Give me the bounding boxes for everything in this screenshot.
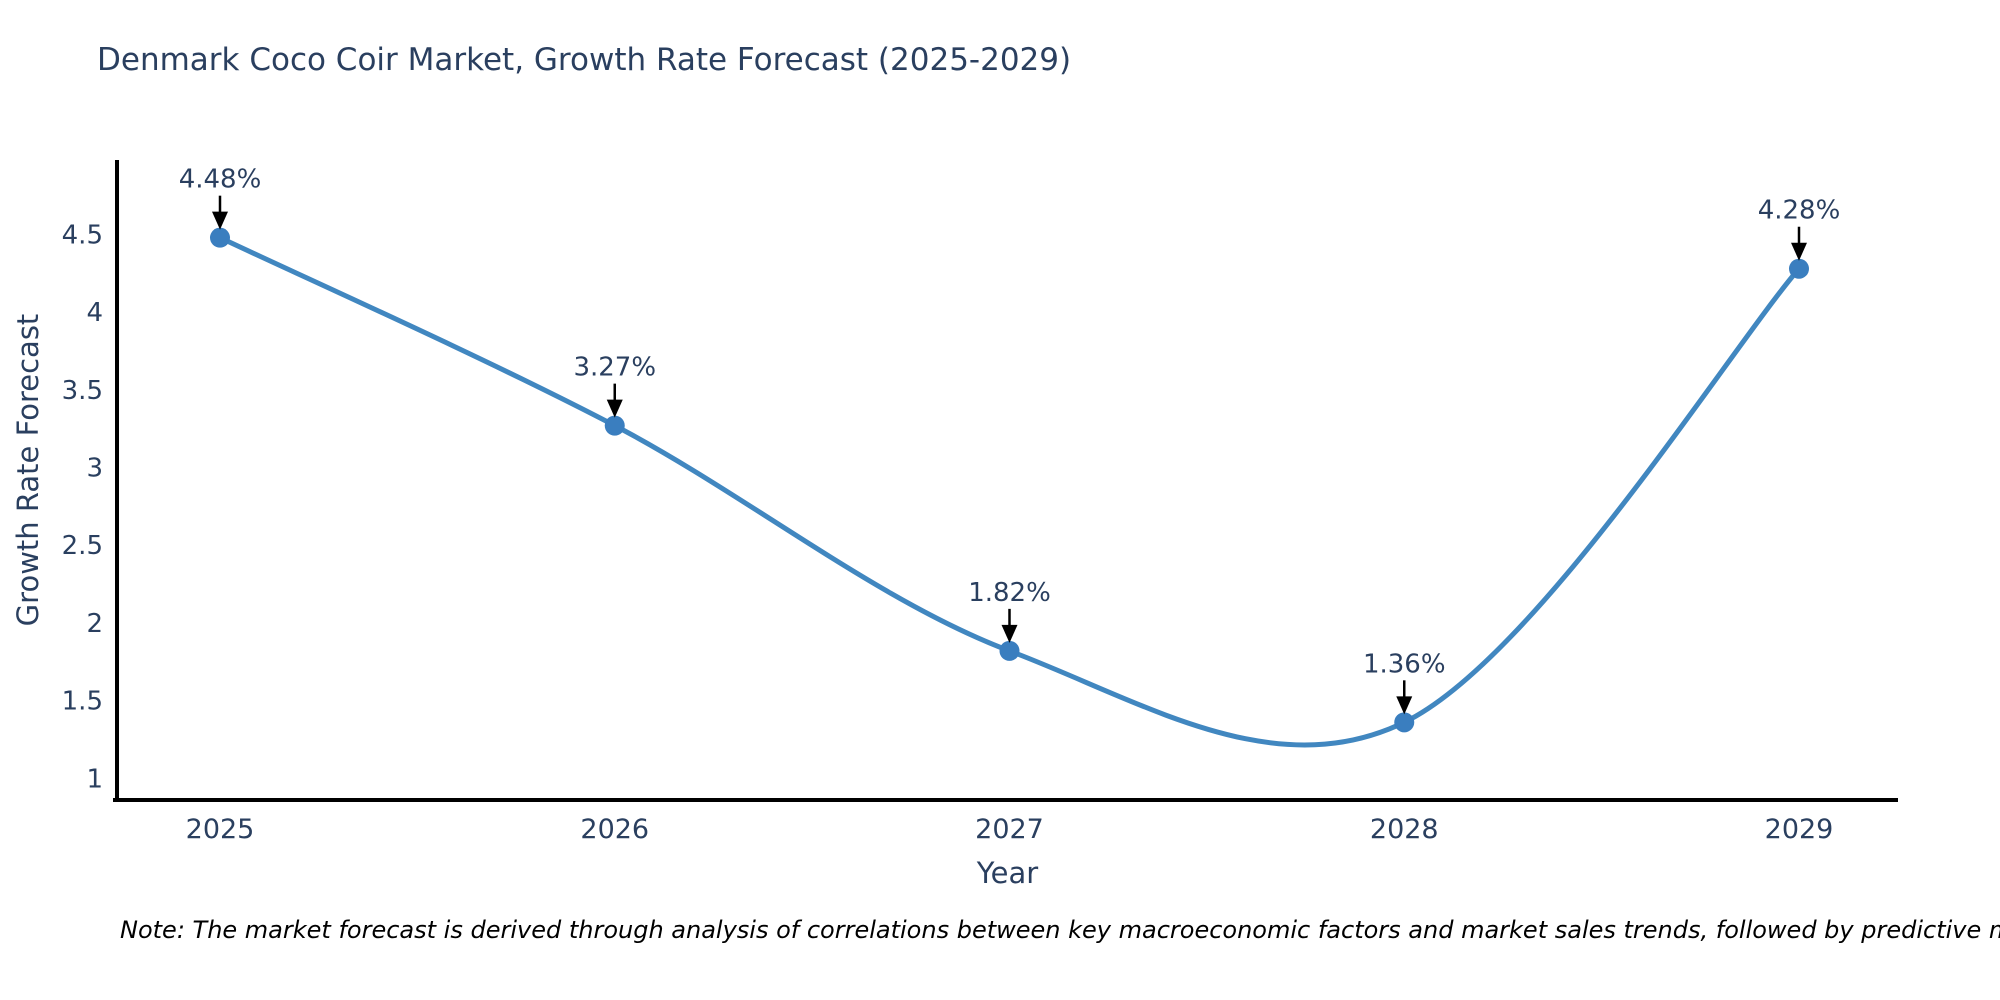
data-point-2026 <box>604 415 625 436</box>
y-tick-label: 1 <box>86 764 103 794</box>
x-tick-label: 2026 <box>580 814 649 845</box>
y-tick-label: 3.5 <box>62 376 103 406</box>
y-tick-label: 1.5 <box>62 687 103 717</box>
annotation-label: 1.82% <box>968 578 1051 608</box>
x-tick-label: 2029 <box>1765 814 1834 845</box>
data-point-2025 <box>210 227 230 248</box>
annotation-arrowhead <box>606 399 623 418</box>
footnote: Note: The market forecast is derived thr… <box>120 916 2000 944</box>
annotation-label: 3.27% <box>573 353 656 383</box>
y-tick-label: 4 <box>86 298 103 328</box>
data-point-2028 <box>1394 712 1415 733</box>
y-tick-label: 3 <box>86 454 103 484</box>
annotation-arrowhead <box>1396 696 1413 715</box>
y-axis-title: Growth Rate Forecast <box>11 313 45 627</box>
x-tick-label: 2025 <box>186 814 255 845</box>
annotation-arrowhead <box>1001 624 1018 643</box>
data-point-2029 <box>1789 258 1809 279</box>
x-tick-label: 2028 <box>1370 814 1439 845</box>
y-tick-label: 2 <box>86 609 103 639</box>
growth-rate-line <box>217 235 1802 748</box>
x-axis-title: Year <box>976 856 1039 890</box>
y-tick-label: 2.5 <box>62 531 103 561</box>
chart-title: Denmark Coco Coir Market, Growth Rate Fo… <box>97 42 1072 78</box>
annotation-label: 1.36% <box>1363 649 1446 679</box>
data-point-2027 <box>999 640 1020 661</box>
annotation-label: 4.48% <box>179 165 262 195</box>
annotation-arrowhead <box>212 211 228 230</box>
x-tick-label: 2027 <box>975 814 1044 845</box>
y-tick-label: 4.5 <box>62 221 103 251</box>
annotation-label: 4.28% <box>1758 196 1841 226</box>
annotation-arrowhead <box>1791 242 1807 261</box>
